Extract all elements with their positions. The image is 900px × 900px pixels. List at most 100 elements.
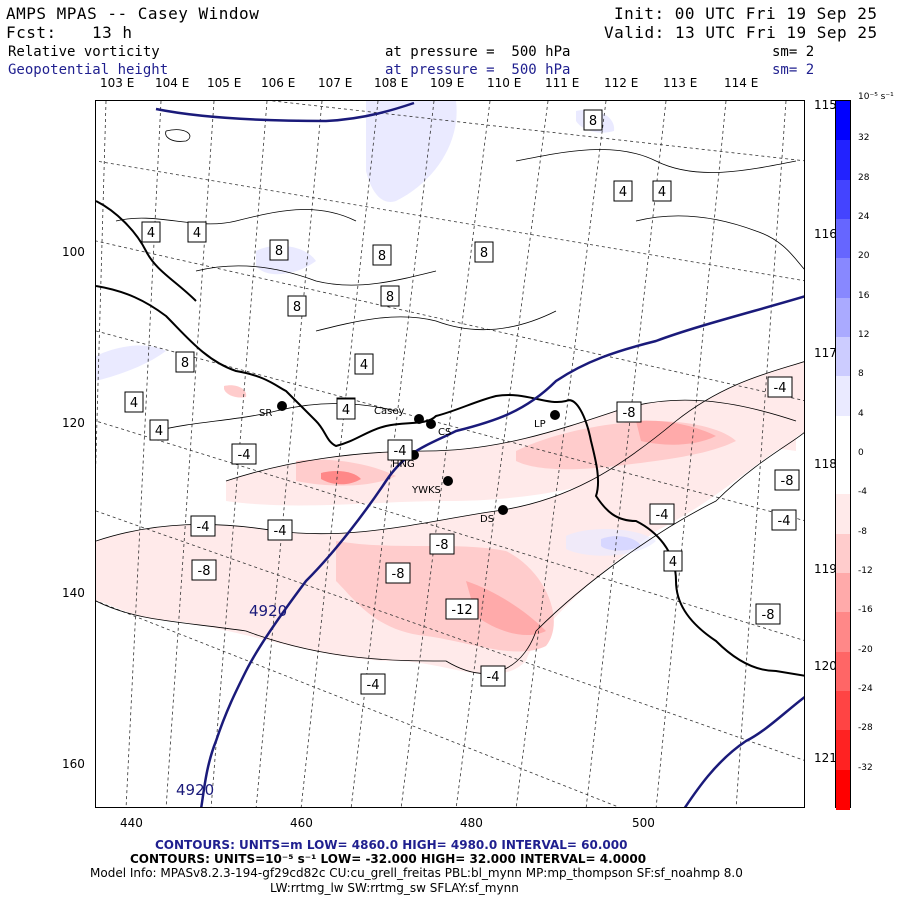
init-time: Init: 00 UTC Fri 19 Sep 25 — [614, 4, 878, 23]
colorbar-segment — [836, 140, 850, 181]
colorbar-segment — [836, 455, 850, 496]
field1-smoothing: sm= 2 — [772, 44, 815, 60]
station-dot-ds — [498, 505, 508, 515]
contour-label: 4 — [336, 398, 356, 420]
contour-label: -4 — [231, 443, 257, 465]
geopotential-height-contours — [155, 101, 804, 807]
station-label-ds: DS — [480, 514, 494, 525]
contour-label: -4 — [387, 439, 413, 461]
lon-label: 111 E — [545, 76, 580, 90]
contour-label: -4 — [267, 519, 293, 541]
colorbar-segment — [836, 415, 850, 456]
svg-text:4: 4 — [658, 185, 666, 200]
lon-label: 107 E — [318, 76, 353, 90]
colorbar — [835, 100, 851, 810]
colorbar-segment — [836, 219, 850, 260]
contour-label: 8 — [372, 244, 392, 266]
contour-label: -8 — [616, 401, 642, 423]
field2-level: at pressure = 500 hPa — [385, 62, 571, 78]
colorbar-unit: 10⁻⁵ s⁻¹ — [858, 92, 894, 102]
station-dot-sr — [277, 401, 287, 411]
svg-text:8: 8 — [378, 249, 386, 264]
svg-text:-8: -8 — [781, 474, 794, 489]
x-tick: 500 — [632, 816, 655, 830]
station-label-ywks: YWKS — [411, 485, 441, 496]
svg-text:-4: -4 — [274, 524, 287, 539]
svg-text:4: 4 — [360, 358, 368, 373]
x-tick: 440 — [120, 816, 143, 830]
colorbar-label: 32 — [858, 133, 870, 144]
contour-label: 4 — [141, 221, 161, 243]
model-info: Model Info: MPASv8.2.3-194-gf29cd82c CU:… — [90, 866, 743, 880]
svg-text:4: 4 — [155, 424, 163, 439]
colorbar-label: 8 — [858, 369, 864, 380]
svg-text:-8: -8 — [392, 567, 405, 582]
height-label: 4920 — [249, 602, 287, 620]
contour-label: -8 — [429, 533, 455, 555]
lon-label: 105 E — [207, 76, 242, 90]
svg-text:8: 8 — [181, 356, 189, 371]
svg-text:-8: -8 — [762, 608, 775, 623]
contour-label: 8 — [583, 109, 603, 131]
lon-label: 103 E — [100, 76, 135, 90]
colorbar-segment — [836, 651, 850, 692]
svg-text:-12: -12 — [451, 603, 472, 618]
y-tick: 140 — [62, 586, 85, 600]
vorticity-contours — [96, 129, 804, 674]
svg-text:-8: -8 — [436, 538, 449, 553]
contour-label: -4 — [649, 503, 675, 525]
colorbar-label: -8 — [858, 526, 867, 537]
contour-label: -4 — [480, 665, 506, 687]
vorticity-contour-info: CONTOURS: UNITS=10⁻⁵ s⁻¹ LOW= -32.000 HI… — [130, 852, 647, 866]
svg-text:4: 4 — [147, 226, 155, 241]
station-label-hng: HNG — [392, 459, 415, 470]
colorbar-label: 12 — [858, 330, 870, 340]
colorbar-label: -16 — [858, 605, 873, 616]
colorbar-segment — [836, 179, 850, 220]
svg-text:-8: -8 — [623, 406, 636, 421]
forecast-label: Fcst: — [6, 23, 57, 42]
colorbar-segment — [836, 297, 850, 338]
colorbar-segment — [836, 494, 850, 535]
svg-text:-4: -4 — [367, 678, 380, 693]
contour-label: -4 — [767, 376, 793, 398]
colorbar-label: -24 — [858, 684, 873, 694]
height-contour-info: CONTOURS: UNITS=m LOW= 4860.0 HIGH= 4980… — [155, 838, 628, 852]
station-dot-casey — [414, 414, 424, 424]
y-tick: 120 — [62, 416, 85, 430]
y-tick: 160 — [62, 757, 85, 771]
forecast-hour: 13 h — [92, 23, 133, 42]
station-dot-cs — [426, 419, 436, 429]
colorbar-label: -20 — [858, 644, 873, 655]
station-label-casey: Casey — [374, 406, 404, 417]
contour-label: 4 — [613, 180, 633, 202]
colorbar-label: 20 — [858, 251, 870, 262]
station-label-cs: CS — [438, 427, 451, 438]
x-tick: 460 — [290, 816, 313, 830]
map-svg: SR Casey CS LP HNG YWKS DS 4920 4920 8 4… — [96, 101, 804, 807]
lon-label: 114 E — [724, 76, 759, 90]
svg-text:-8: -8 — [198, 564, 211, 579]
lon-label: 104 E — [155, 76, 190, 90]
colorbar-label: 4 — [858, 408, 864, 419]
contour-label: -4 — [771, 509, 797, 531]
field2-name: Geopotential height — [8, 62, 169, 78]
colorbar-segment — [836, 258, 850, 299]
svg-text:-4: -4 — [197, 520, 210, 535]
contour-label: 8 — [175, 351, 195, 373]
lon-label: 108 E — [374, 76, 409, 90]
y-tick: 100 — [62, 245, 85, 259]
contour-label: -8 — [774, 469, 800, 491]
contour-label: 8 — [474, 241, 494, 263]
station-label-lp: LP — [534, 419, 546, 430]
valid-time: Valid: 13 UTC Fri 19 Sep 25 — [604, 23, 878, 42]
colorbar-label: -32 — [858, 762, 873, 773]
svg-text:4: 4 — [669, 555, 677, 570]
lon-label: 113 E — [663, 76, 698, 90]
field1-level: at pressure = 500 hPa — [385, 44, 571, 60]
station-label-sr: SR — [259, 408, 272, 419]
colorbar-label: -28 — [858, 723, 873, 734]
contour-label: 8 — [380, 285, 400, 307]
colorbar-label: -4 — [858, 487, 867, 498]
x-tick: 480 — [460, 816, 483, 830]
